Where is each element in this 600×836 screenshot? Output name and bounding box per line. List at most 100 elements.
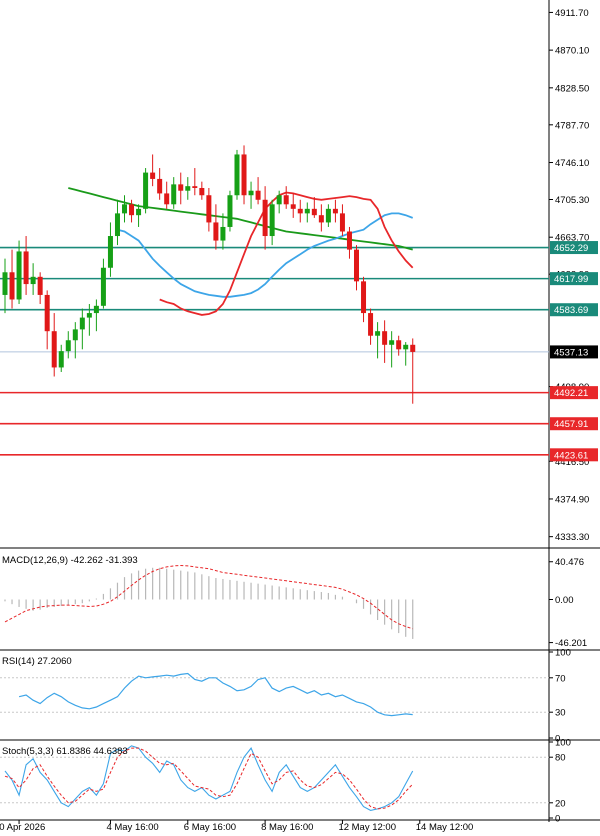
price-tick-label: 4787.70 <box>555 120 589 131</box>
price-tick-label: 4911.70 <box>555 8 589 19</box>
rsi-label: RSI(14) 27.2060 <box>2 656 72 667</box>
stoch-tick-label: 20 <box>555 798 566 809</box>
candle-body <box>325 208 331 223</box>
candle-body <box>178 184 184 191</box>
level-price-tag <box>550 303 598 317</box>
horizontal-levels <box>0 246 549 456</box>
time-tick-label: 8 May 16:00 <box>261 822 313 833</box>
candle-body <box>79 317 85 330</box>
candle-body <box>276 195 282 205</box>
candle-body <box>157 178 163 194</box>
candle-body <box>72 329 78 341</box>
candle-body <box>318 215 324 223</box>
level-price-tag <box>550 448 598 462</box>
rsi-tick-label: 100 <box>555 648 571 659</box>
candle-body <box>255 190 261 200</box>
macd-signal-line <box>4 564 413 630</box>
candle-body <box>297 208 303 214</box>
candle-body <box>332 208 338 214</box>
level-price-tag <box>550 417 598 431</box>
moving-average-line <box>68 187 413 251</box>
candle-body <box>65 340 71 352</box>
candle-body <box>2 272 8 295</box>
level-price-label: 4583.69 <box>554 305 588 316</box>
candle-body <box>30 276 36 285</box>
price-tick-label: 4828.50 <box>555 83 589 94</box>
candle-body <box>164 193 170 205</box>
time-tick-label: 14 May 12:00 <box>416 822 474 833</box>
time-tick-label: 4 May 16:00 <box>106 822 158 833</box>
candle-body <box>100 267 106 306</box>
level-price-label: 4617.99 <box>554 274 588 285</box>
candle-body <box>262 199 268 237</box>
macd-label: MACD(12,26,9) -42.262 -31.393 <box>2 555 138 566</box>
candle-body <box>150 172 156 179</box>
level-price-tag <box>550 272 598 286</box>
candles <box>2 145 416 404</box>
rsi-pane: RSI(14) 27.2060 100 70 30 0 <box>0 648 571 745</box>
price-tick-label: 4374.90 <box>555 494 589 505</box>
candle-body <box>248 190 254 196</box>
price-axis: 4911.70 4870.10 4828.50 4787.70 4746.10 4705.… <box>549 8 598 543</box>
candle-body <box>114 213 120 237</box>
time-tick-label: 12 May 12:00 <box>338 822 396 833</box>
current-price-tag <box>550 345 598 359</box>
level-price-label: 4492.21 <box>554 388 588 399</box>
price-tick-label: 4416.50 <box>555 457 589 468</box>
candle-body <box>58 351 64 368</box>
time-axis: 30 Apr 2026 4 May 16:00 6 May 16:00 8 May 1… <box>0 820 473 833</box>
candle-body <box>213 222 219 241</box>
candle-body <box>227 195 233 227</box>
candle-body <box>311 208 317 216</box>
price-tick-label: 4663.70 <box>555 233 589 244</box>
current-price-label: 4537.13 <box>554 347 588 358</box>
level-price-label: 4423.61 <box>554 450 588 461</box>
level-price-tag <box>550 386 598 400</box>
candle-body <box>269 204 275 237</box>
candle-body <box>403 344 409 350</box>
macd-tick-label: -46.201 <box>555 638 587 649</box>
level-price-label: 4652.29 <box>554 243 588 254</box>
candle-body <box>136 208 142 216</box>
candle-body <box>171 184 177 205</box>
level-price-label: 4457.91 <box>554 419 588 430</box>
candle-body <box>304 208 310 214</box>
rsi-tick-label: 70 <box>555 673 566 684</box>
candle-body <box>361 281 367 314</box>
macd-tick-label: 40.476 <box>555 557 584 568</box>
macd-pane: MACD(12,26,9) -42.262 -31.393 40.476 0.00 -… <box>2 555 587 649</box>
candle-body <box>368 313 374 336</box>
stoch-label: Stoch(5,3,3) 61.8386 44.6383 <box>2 746 128 757</box>
stoch-signal-line <box>4 747 414 810</box>
candle-body <box>93 305 99 314</box>
candle-body <box>185 186 191 191</box>
candle-body <box>382 331 388 345</box>
candle-body <box>220 226 226 241</box>
candle-body <box>396 340 402 350</box>
stoch-tick-label: 0 <box>555 814 560 825</box>
candle-body <box>339 213 345 232</box>
candle-body <box>389 340 395 345</box>
candle-body <box>16 251 22 300</box>
candle-body <box>346 231 352 250</box>
candle-body <box>241 154 247 196</box>
candle-body <box>206 195 212 223</box>
candle-body <box>44 294 50 332</box>
price-tick-label: 4705.30 <box>555 195 589 206</box>
candle-body <box>290 204 296 209</box>
candle-body <box>51 331 57 368</box>
candle-body <box>199 187 205 196</box>
time-tick-label: 30 Apr 2026 <box>0 822 45 833</box>
candle-body <box>410 344 416 352</box>
level-price-tag <box>550 241 598 255</box>
candle-body <box>23 251 29 285</box>
time-tick-label: 6 May 16:00 <box>184 822 236 833</box>
rsi-tick-label: 0 <box>555 734 560 745</box>
candle-body <box>234 154 240 196</box>
candle-body <box>143 172 149 209</box>
candle-body <box>375 331 381 336</box>
stoch-pane: Stoch(5,3,3) 61.8386 44.6383 100 80 20 0 <box>0 738 571 825</box>
rsi-tick-label: 30 <box>555 708 566 719</box>
